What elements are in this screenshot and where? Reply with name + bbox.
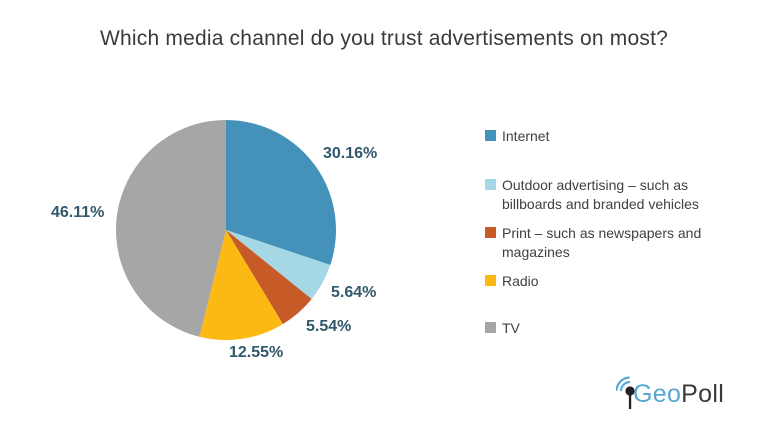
- logo-text: GeoPoll: [633, 379, 724, 409]
- pie-slice-radio: [199, 230, 283, 341]
- pie-slice-print: [226, 230, 312, 325]
- legend-swatch-print: [485, 227, 496, 238]
- legend-swatch-outdoor: [485, 179, 496, 190]
- legend-label-outdoor: Outdoor advertising – such as billboards…: [502, 177, 699, 212]
- legend-item-tv: TV: [485, 319, 740, 338]
- legend-item-outdoor: Outdoor advertising – such as billboards…: [485, 176, 740, 214]
- legend-item-radio: Radio: [485, 272, 740, 291]
- legend-label-radio: Radio: [502, 273, 539, 289]
- legend-swatch-tv: [485, 322, 496, 333]
- logo-poll-text: Poll: [681, 380, 725, 408]
- pct-label-print: 5.54%: [306, 318, 352, 335]
- pct-label-radio: 12.55%: [229, 344, 284, 361]
- pct-label-internet: 30.16%: [323, 145, 378, 162]
- legend-swatch-internet: [485, 130, 496, 141]
- pct-label-tv: 46.11%: [51, 204, 105, 221]
- pie-slice-outdoor: [226, 230, 331, 300]
- legend-label-print: Print – such as newspapers and magazines: [502, 225, 702, 260]
- logo-geo-text: Geo: [633, 380, 682, 408]
- legend-swatch-radio: [485, 275, 496, 286]
- legend-label-internet: Internet: [502, 128, 550, 144]
- pct-label-outdoor: 5.64%: [331, 284, 377, 301]
- legend-label-tv: TV: [502, 320, 520, 336]
- legend-item-internet: Internet: [485, 127, 740, 146]
- geopoll-logo: GeoPoll: [616, 372, 766, 416]
- page-title: Which media channel do you trust adverti…: [100, 27, 668, 50]
- pie-slice-tv: [115, 120, 226, 337]
- legend-item-print: Print – such as newspapers and magazines: [485, 224, 740, 262]
- pie-slice-internet: [226, 120, 336, 266]
- geopoll-antenna-icon: [616, 376, 635, 409]
- pie-chart: [115, 120, 336, 341]
